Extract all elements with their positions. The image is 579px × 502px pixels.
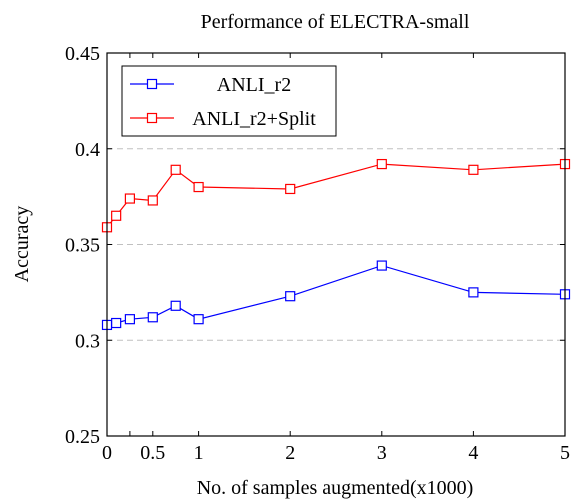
x-axis-label: No. of samples augmented(x1000) (197, 477, 474, 499)
series-1-point-8 (468, 164, 479, 175)
series-0-point-1 (111, 317, 122, 329)
series-1-point-2 (124, 193, 136, 204)
y-tick-label-2: 0.35 (65, 235, 100, 257)
y-tick-label-1: 0.3 (75, 330, 100, 352)
legend: ANLI_r2 ANLI_r2+Split (121, 65, 337, 137)
series-0-point-7 (376, 260, 387, 271)
y-tick-label-3: 0.4 (75, 139, 100, 161)
series-0-point-4 (170, 300, 181, 311)
grid-layer (107, 148, 565, 341)
x-tick-label-7: 5 (560, 442, 570, 464)
series-line-1 (106, 163, 566, 228)
series-1-point-3 (147, 195, 158, 206)
series-0-point-8 (468, 287, 479, 298)
legend-label-1: ANLI_r2+Split (192, 108, 316, 130)
y-tick-label-0: 0.25 (65, 426, 100, 448)
legend-marker-1 (146, 112, 158, 124)
series-0-point-6 (285, 291, 296, 302)
series-0-point-5 (193, 314, 204, 325)
chart-title: Performance of ELECTRA-small (201, 11, 470, 33)
x-tick-label-0: 0 (102, 442, 112, 464)
x-tick-label-2: 0.5 (140, 442, 165, 464)
series-1-point-1 (111, 210, 122, 221)
legend-label-0: ANLI_r2 (217, 74, 291, 96)
legend-box (121, 65, 337, 137)
legend-marker-0 (146, 78, 158, 90)
x-tick-label-6: 4 (468, 442, 478, 464)
series-1-point-6 (285, 183, 296, 195)
series-1-point-7 (376, 158, 387, 170)
x-tick-label-4: 2 (285, 442, 295, 464)
x-tick-label-3: 1 (194, 442, 204, 464)
y-tick-label-4: 0.45 (65, 43, 100, 65)
series-line-0 (106, 264, 566, 326)
series-0-point-2 (124, 314, 136, 325)
series-1-point-4 (170, 164, 181, 175)
series-1-point-5 (193, 181, 204, 193)
series-0-point-3 (147, 312, 158, 323)
x-tick-label-5: 3 (377, 442, 387, 464)
y-axis-label: Accuracy (11, 206, 33, 283)
ticks-layer: 0.25 0.3 0.35 0.4 0.45 0 0.5 1 2 3 4 5 (65, 43, 570, 464)
